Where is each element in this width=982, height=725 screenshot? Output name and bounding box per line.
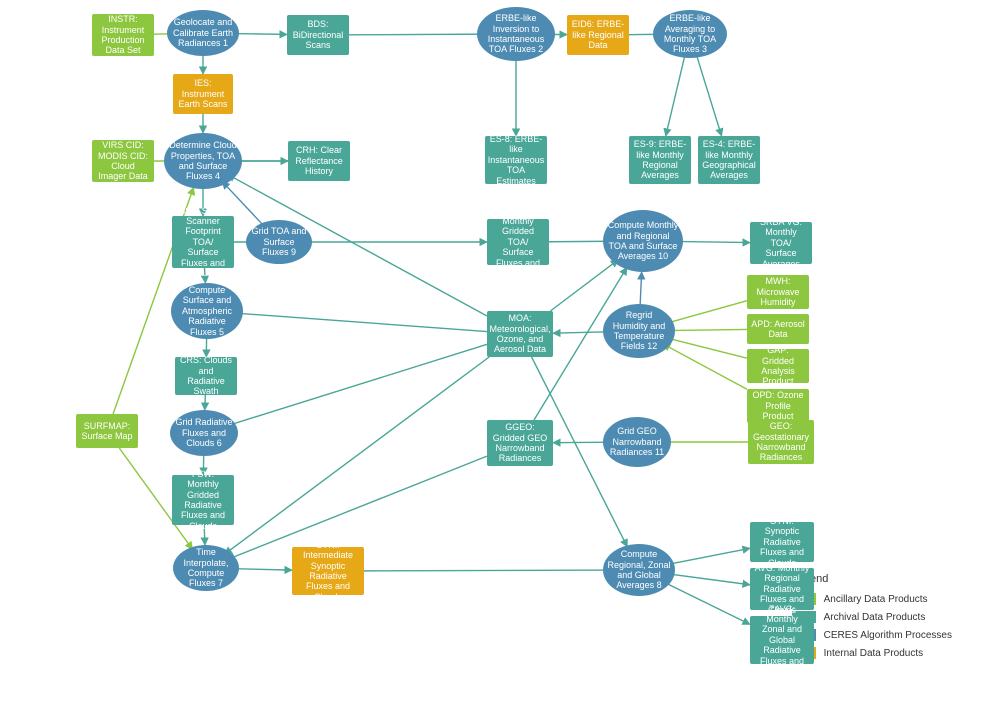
edge-p8-syn bbox=[665, 548, 750, 565]
edge-p12-p10 bbox=[640, 272, 641, 304]
node-srbavg: SRBA VG: Monthly TOA/ Surface Averages bbox=[750, 222, 812, 264]
node-crh: CRH: Clear Reflectance History bbox=[288, 141, 350, 181]
legend-label: Archival Data Products bbox=[824, 612, 926, 623]
edge-bds-p2 bbox=[349, 34, 489, 35]
edge-p8-avg bbox=[665, 573, 750, 584]
edge-p3-es4 bbox=[697, 57, 721, 136]
node-p1: Geolocate and Calibrate Earth Radiances … bbox=[167, 10, 239, 56]
edge-crs-p6 bbox=[205, 395, 206, 410]
node-zavg: ZAVG: Monthly Zonal and Global Radiative… bbox=[750, 616, 814, 664]
node-p3: ERBE-like Averaging to Monthly TOA Fluxe… bbox=[653, 10, 727, 58]
edge-mwh-p12 bbox=[665, 301, 747, 324]
legend-label: Ancillary Data Products bbox=[824, 594, 928, 605]
node-gap: GAP: Gridded Analysis Product bbox=[747, 349, 809, 383]
node-p12: Regrid Humidity and Temperature Fields 1… bbox=[603, 304, 675, 358]
legend-row: Ancillary Data Products bbox=[792, 593, 952, 605]
node-surfmap: SURFMAP: Surface Map bbox=[76, 414, 138, 448]
node-syn: SYNI: Synoptic Radiative Fluxes and Clou… bbox=[750, 522, 814, 562]
node-p10: Compute Monthly and Regional TOA and Sur… bbox=[603, 210, 683, 272]
node-es4: ES-4: ERBE-like Monthly Geographical Ave… bbox=[698, 136, 760, 184]
edge-moa-p10 bbox=[550, 260, 618, 311]
node-opd: OPD: Ozone Profile Product bbox=[747, 389, 809, 423]
node-mwh: MWH: Microwave Humidity bbox=[747, 275, 809, 309]
node-syni_int: SYNI: Intermediate Synoptic Radiative Fl… bbox=[292, 547, 364, 595]
node-moa: MOA: Meteorological, Ozone, and Aerosol … bbox=[487, 311, 553, 357]
edge-p8-zavg bbox=[662, 581, 750, 624]
edge-opd-p12 bbox=[663, 344, 747, 389]
node-virs: VIRS CID: MODIS CID: Cloud Imager Data bbox=[92, 140, 154, 182]
edge-gap-p12 bbox=[665, 338, 747, 359]
legend-row: Archival Data Products bbox=[792, 611, 952, 623]
legend-row: CERES Algorithm Processes bbox=[792, 629, 952, 641]
node-ssf: SSF: Single Scanner Footprint TOA/ Surfa… bbox=[172, 216, 234, 268]
node-instr: INSTR: Instrument Production Data Set bbox=[92, 14, 154, 56]
edge-moa-p6 bbox=[226, 344, 487, 426]
node-p8: Compute Regional, Zonal and Global Avera… bbox=[603, 544, 675, 596]
node-p7: Time Interpolate, Compute Fluxes 7 bbox=[173, 545, 239, 591]
edge-syni_int-p8 bbox=[364, 570, 613, 571]
node-p9: Grid TOA and Surface Fluxes 9 bbox=[246, 220, 312, 264]
node-eid6: EID6: ERBE-like Regional Data bbox=[567, 15, 629, 55]
edge-apd-p12 bbox=[666, 329, 747, 330]
legend-label: CERES Algorithm Processes bbox=[824, 630, 952, 641]
node-ggeo: GGEO: Gridded GEO Narrowband Radiances bbox=[487, 420, 553, 466]
node-sfc: SFC: Monthly Gridded TOA/ Surface Fluxes… bbox=[487, 219, 549, 265]
node-crs: CRS: Clouds and Radiative Swath bbox=[175, 357, 237, 395]
node-es8: ES-8: ERBE-like Instantaneous TOA Estima… bbox=[485, 136, 547, 184]
edge-p3-es9 bbox=[666, 57, 685, 136]
diagram-canvas: Legend Ancillary Data Products Archival D… bbox=[0, 0, 982, 725]
node-p4: Determine Cloud Properties, TOA and Surf… bbox=[164, 133, 242, 189]
node-ies: IES: Instrument Earth Scans bbox=[173, 74, 233, 114]
node-apd: APD: Aerosol Data bbox=[747, 314, 809, 344]
node-p5: Compute Surface and Atmospheric Radiativ… bbox=[171, 283, 243, 339]
node-geo: GEO: Geostationary Narrowband Radiances bbox=[748, 420, 814, 464]
node-p6: Grid Radiative Fluxes and Clouds 6 bbox=[170, 410, 238, 456]
node-es9: ES-9: ERBE-like Monthly Regional Average… bbox=[629, 136, 691, 184]
node-fsw: FSW: Monthly Gridded Radiative Fluxes an… bbox=[172, 475, 234, 525]
legend: Legend Ancillary Data Products Archival D… bbox=[792, 573, 952, 665]
legend-row: Internal Data Products bbox=[792, 647, 952, 659]
edge-p10-srbavg bbox=[674, 241, 750, 242]
node-bds: BDS: BiDirectional Scans bbox=[287, 15, 349, 55]
node-p2: ERBE-like Inversion to Instantaneous TOA… bbox=[477, 7, 555, 61]
edge-moa-p5 bbox=[235, 313, 487, 332]
edge-moa-p7 bbox=[224, 357, 489, 554]
legend-label: Internal Data Products bbox=[824, 648, 924, 659]
legend-title: Legend bbox=[792, 573, 952, 585]
node-p11: Grid GEO Narrowband Radiances 11 bbox=[603, 417, 671, 467]
